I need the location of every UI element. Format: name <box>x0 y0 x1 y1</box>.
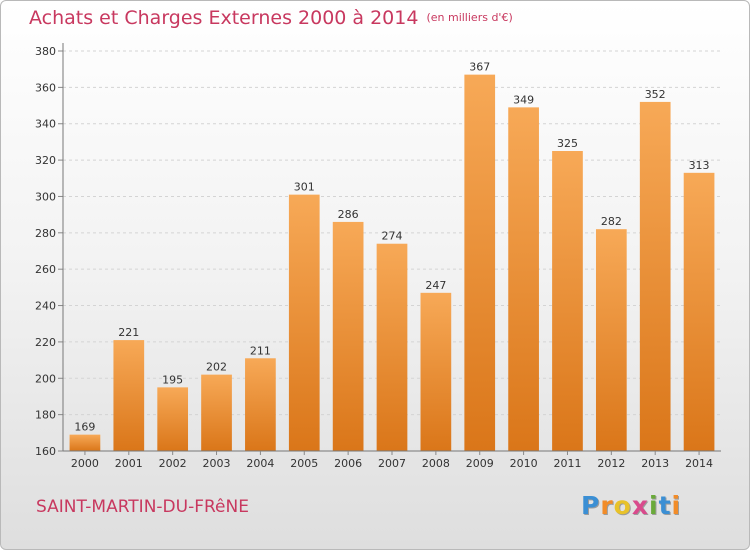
y-tick-label: 320 <box>35 154 56 167</box>
brand-letter: x <box>631 491 649 520</box>
x-tick-label: 2005 <box>290 457 318 470</box>
bar-value-label: 325 <box>557 137 578 150</box>
x-tick-label: 2001 <box>115 457 143 470</box>
bar-value-label: 202 <box>206 361 227 374</box>
bar-value-label: 211 <box>250 344 271 357</box>
bar-value-label: 282 <box>601 215 622 228</box>
y-tick-label: 220 <box>35 336 56 349</box>
bar <box>639 101 671 451</box>
x-tick-label: 2013 <box>641 457 669 470</box>
bar <box>245 358 276 451</box>
bar <box>332 221 364 451</box>
chart-title: Achats et Charges Externes 2000 à 2014 <box>29 7 419 29</box>
title-row: Achats et Charges Externes 2000 à 2014 (e… <box>29 7 513 29</box>
brand-letter: r <box>600 491 614 520</box>
y-tick-label: 280 <box>35 227 56 240</box>
bar-value-label: 367 <box>469 61 490 74</box>
bar <box>420 292 452 451</box>
bar <box>683 172 715 451</box>
bar <box>69 434 101 451</box>
bar-value-label: 349 <box>513 93 534 106</box>
brand-letter: t <box>658 491 672 520</box>
y-tick-label: 380 <box>35 45 56 58</box>
location-name: SAINT-MARTIN-DU-FRêNE <box>36 497 249 517</box>
chart-unit: (en milliers d'€) <box>426 11 513 24</box>
x-tick-label: 2008 <box>422 457 450 470</box>
x-tick-label: 2010 <box>510 457 538 470</box>
bar-value-label: 313 <box>689 159 710 172</box>
bar <box>595 229 627 451</box>
bar-value-label: 247 <box>425 279 446 292</box>
x-tick-label: 2014 <box>685 457 713 470</box>
x-tick-label: 2003 <box>203 457 231 470</box>
y-tick-label: 300 <box>35 190 56 203</box>
x-tick-label: 2004 <box>246 457 274 470</box>
bar-value-label: 169 <box>74 421 95 434</box>
bar <box>508 107 539 451</box>
bar-value-label: 301 <box>294 181 315 194</box>
x-tick-label: 2011 <box>553 457 581 470</box>
bar-value-label: 274 <box>382 230 403 243</box>
bar-value-label: 195 <box>162 373 183 386</box>
x-tick-label: 2000 <box>71 457 99 470</box>
bar <box>376 243 408 451</box>
bar-value-label: 221 <box>118 326 139 339</box>
brand-letter: i <box>671 491 682 520</box>
y-tick-label: 340 <box>35 118 56 131</box>
bar <box>201 374 232 451</box>
y-tick-label: 360 <box>35 81 56 94</box>
bar-value-label: 286 <box>338 208 359 221</box>
x-tick-label: 2009 <box>466 457 494 470</box>
bar <box>552 151 583 451</box>
y-tick-label: 200 <box>35 372 56 385</box>
x-tick-label: 2007 <box>378 457 406 470</box>
y-tick-label: 260 <box>35 263 56 276</box>
x-tick-label: 2012 <box>597 457 625 470</box>
bar <box>464 74 496 452</box>
brand-letter: o <box>613 491 632 520</box>
x-tick-label: 2002 <box>159 457 187 470</box>
brand-letter: i <box>649 491 659 520</box>
bar <box>157 387 189 451</box>
y-tick-label: 180 <box>35 409 56 422</box>
brand-letter: P <box>581 491 601 520</box>
bar <box>288 194 320 452</box>
bar-value-label: 352 <box>645 88 666 101</box>
brand-logo: Proxiti <box>581 491 681 520</box>
bar <box>113 340 145 451</box>
y-tick-label: 240 <box>35 300 56 313</box>
x-tick-label: 2006 <box>334 457 362 470</box>
y-tick-label: 160 <box>35 445 56 458</box>
